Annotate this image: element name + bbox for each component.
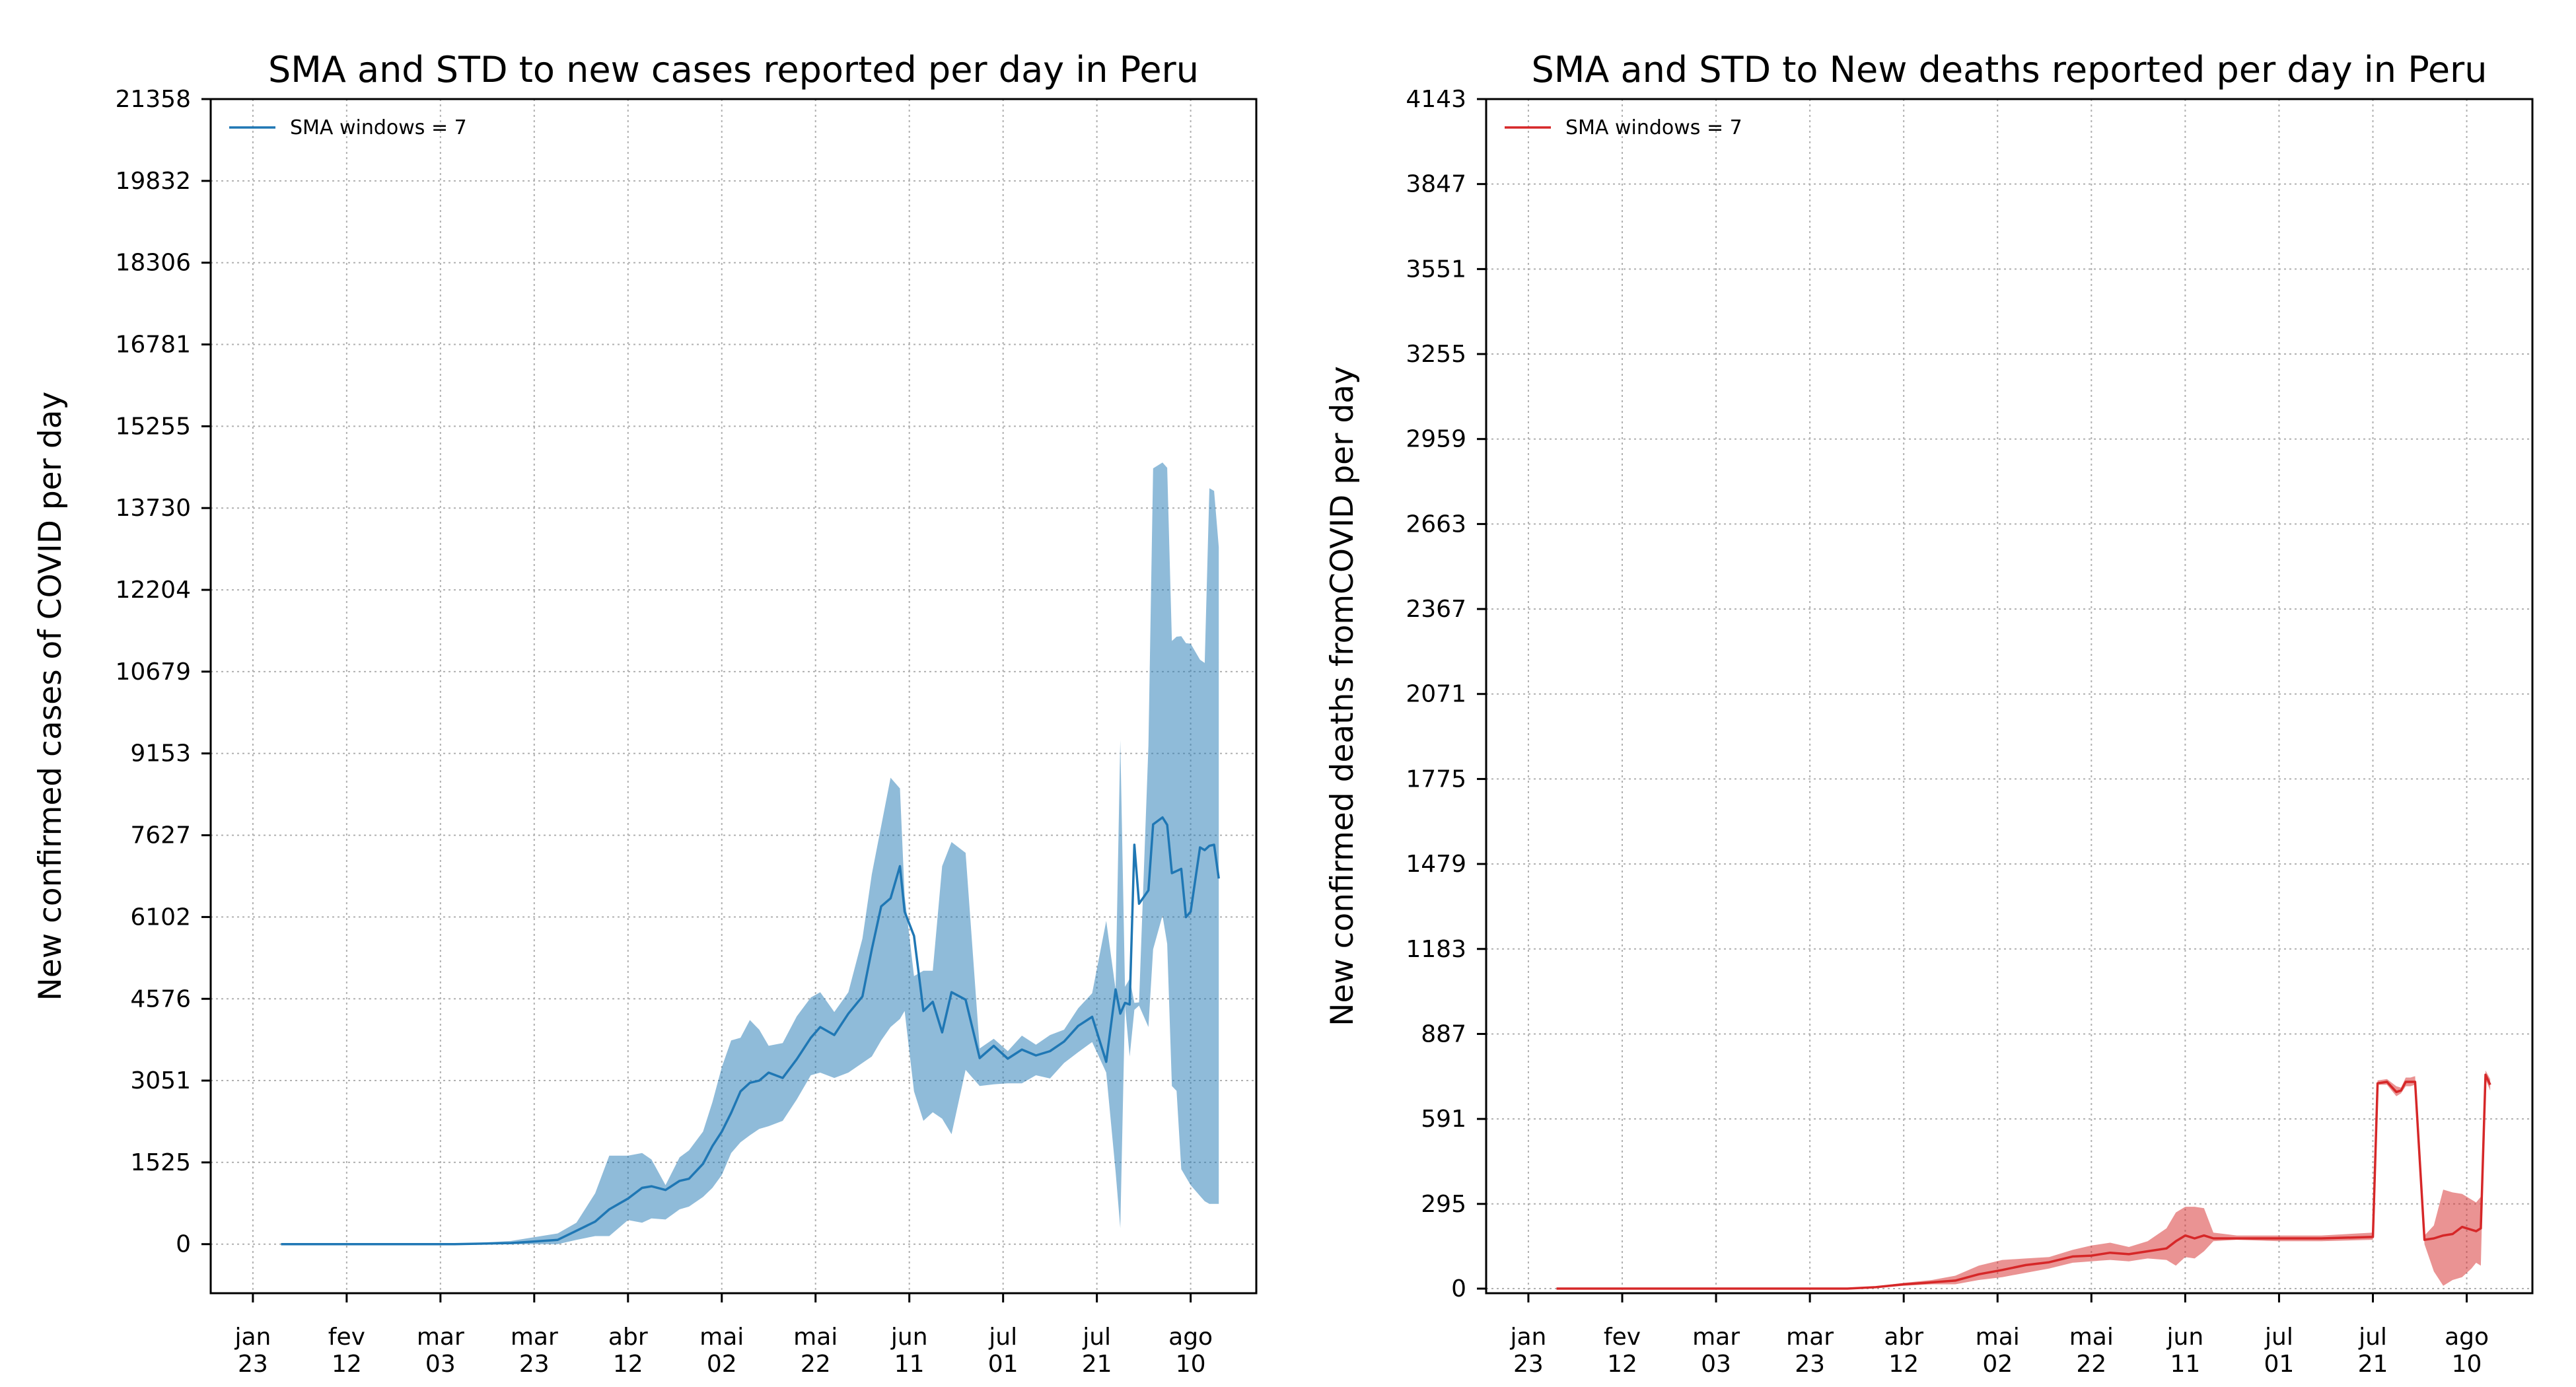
y-tick-label: 4143 [1406,86,1466,113]
x-tick-label: mai 02 [1976,1324,2020,1378]
y-tick-label: 3847 [1406,171,1466,198]
chart-title: SMA and STD to new cases reported per da… [268,49,1199,90]
legend-label: SMA windows = 7 [1565,116,1742,139]
y-tick-label: 10679 [115,658,191,686]
y-tick-label: 7627 [130,822,191,849]
y-tick-label: 887 [1421,1020,1466,1048]
x-tick-label: ago 10 [1168,1324,1213,1378]
y-tick-label: 2071 [1406,681,1466,708]
plot-frame [209,98,1258,1295]
y-tick-label: 3551 [1406,256,1466,283]
x-tick-label: mar 03 [1692,1324,1740,1378]
y-axis-label: New confirmed cases of COVID per day [32,392,69,1001]
x-tick-label: jul 01 [988,1324,1019,1378]
x-tick-label: abr 12 [1884,1324,1923,1378]
deaths-chart: 0 295 591 887 1183 1479 1775 2071 2367 2663 2959 32… [1324,49,2534,1378]
x-tick-label: jan 23 [1509,1324,1546,1378]
y-tick-label: 19832 [115,168,191,195]
y-tick-label: 18306 [115,250,191,277]
y-tick-label: 12204 [115,577,191,604]
y-tick-label: 1775 [1406,765,1466,793]
x-tick-label: jul 21 [2358,1324,2388,1378]
y-tick-label: 0 [176,1231,191,1258]
y-tick-label: 4576 [130,985,191,1013]
std-band [281,462,1219,1244]
y-tick-label: 3255 [1406,341,1466,368]
std-band [1556,1070,2491,1289]
x-tick-label: jul 01 [2264,1324,2295,1378]
x-tick-label: jun 11 [890,1324,928,1378]
y-tick-label: 6102 [130,904,191,931]
x-tick-label: mai 02 [699,1324,744,1378]
y-tick-label: 2367 [1406,596,1466,623]
y-tick-label: 3051 [130,1067,191,1094]
x-tick-label: jun 11 [2166,1324,2204,1378]
y-tick-label: 1525 [130,1149,191,1176]
cases-chart: 0 1525 3051 4576 6102 7627 9153 10679 12204 13730… [32,49,1258,1378]
x-tick-label: ago 10 [2445,1324,2489,1378]
sma-line [281,816,1220,1246]
legend-label: SMA windows = 7 [290,116,467,139]
y-tick-label: 16781 [115,332,191,359]
x-tick-label: mai 22 [2069,1324,2114,1378]
y-tick-label: 2959 [1406,426,1466,453]
y-tick-label: 2663 [1406,511,1466,538]
y-tick-label: 1183 [1406,936,1466,963]
x-tick-label: jul 21 [1082,1324,1112,1378]
x-tick-label: mai 22 [793,1324,838,1378]
x-tick-label: mar 23 [1786,1324,1834,1378]
x-tick-label: jan 23 [234,1324,271,1378]
chart-title: SMA and STD to New deaths reported per d… [1532,49,2487,90]
y-tick-label: 591 [1421,1106,1466,1133]
y-axis-label: New confirmed deaths fromCOVID per day [1324,366,1361,1026]
x-tick-label: fev 12 [328,1324,365,1378]
y-tick-label: 295 [1421,1191,1466,1218]
legend: SMA windows = 7 [1505,116,1742,139]
y-tick-label: 9153 [130,740,191,767]
y-tick-label: 15255 [115,413,191,440]
y-tick-label: 1479 [1406,851,1466,878]
x-tick-label: mar 23 [511,1324,558,1378]
legend: SMA windows = 7 [229,116,467,139]
y-tick-label: 21358 [115,86,191,113]
x-tick-label: abr 12 [608,1324,648,1378]
x-tick-label: mar 03 [417,1324,464,1378]
sma-line [1556,1073,2491,1290]
x-tick-label: fev 12 [1604,1324,1641,1378]
y-tick-label: 13730 [115,495,191,522]
plot-frame [1485,98,2534,1295]
y-tick-label: 0 [1451,1275,1466,1302]
